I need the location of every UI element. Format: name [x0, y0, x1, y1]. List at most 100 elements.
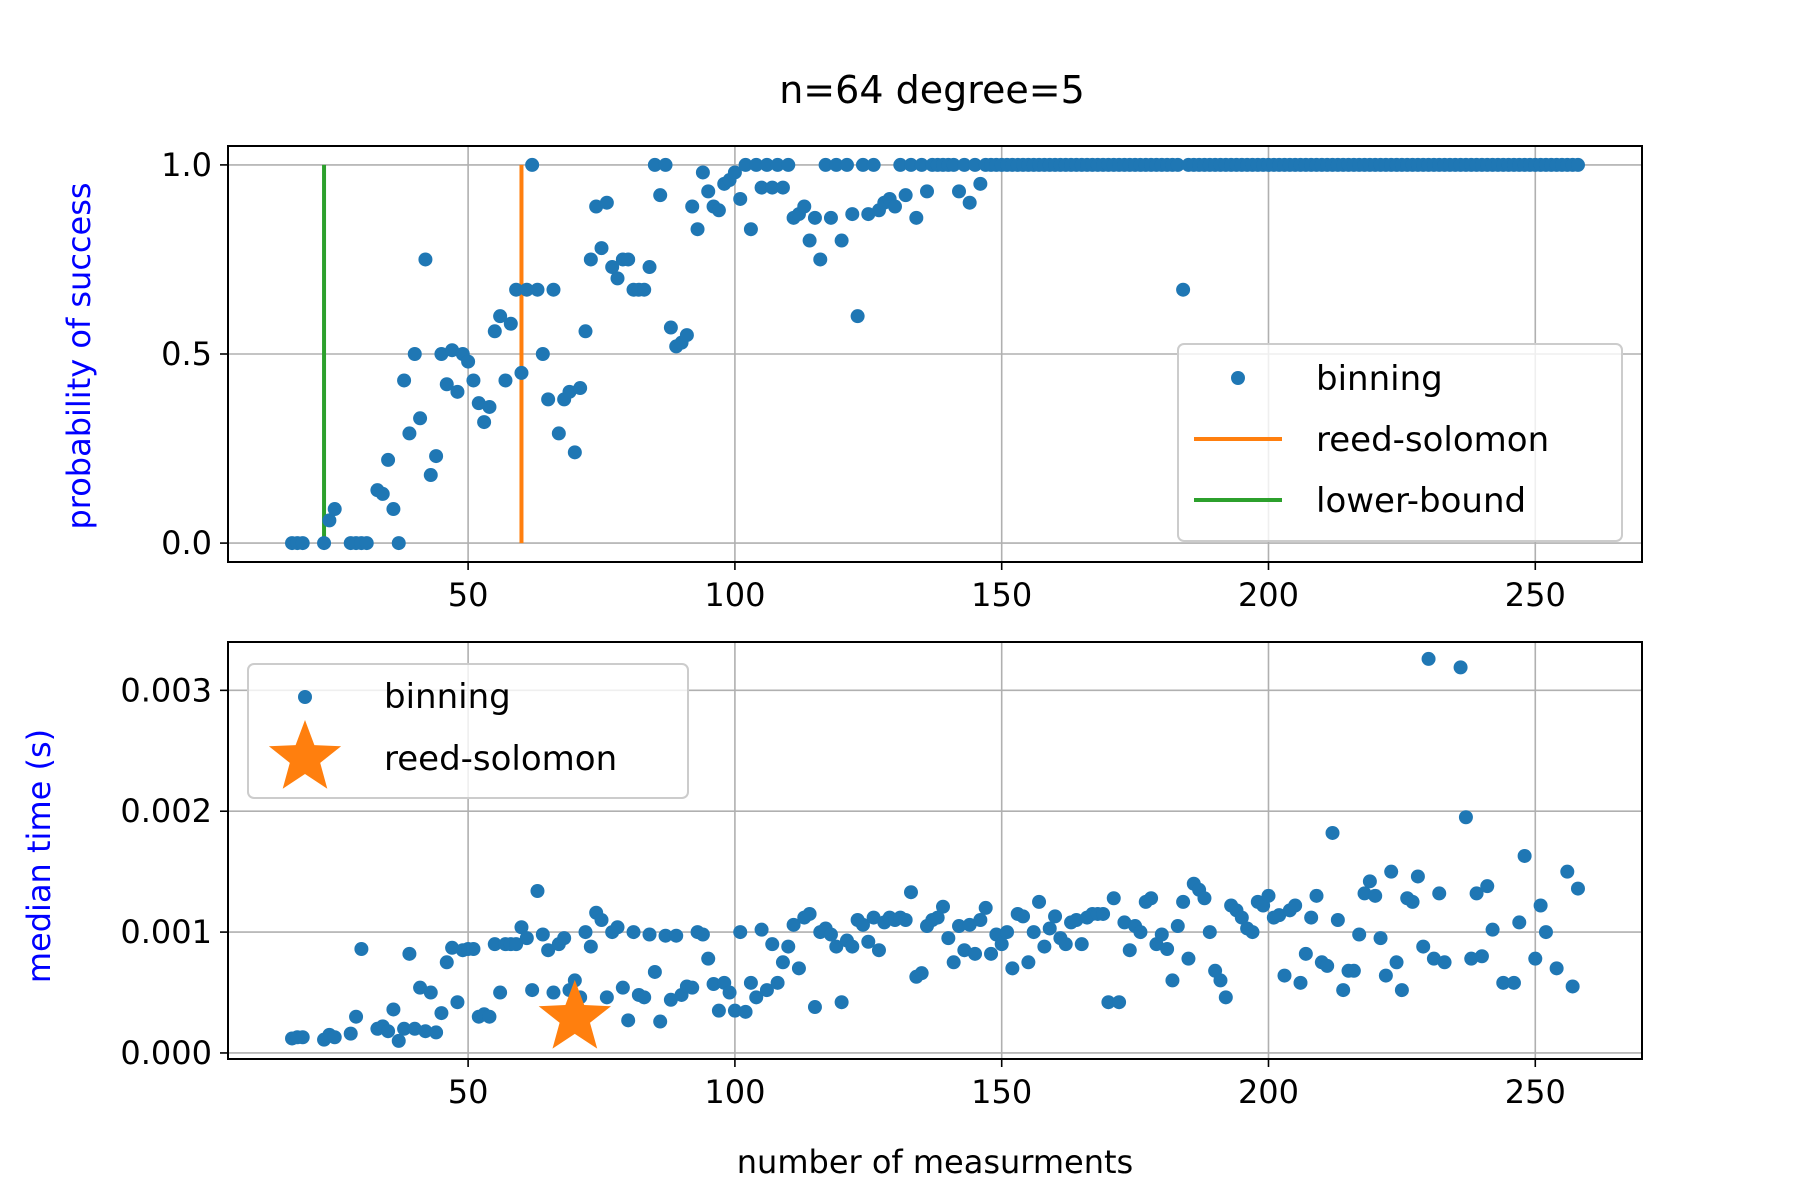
binning-point — [1032, 894, 1047, 909]
binning-point — [781, 939, 796, 954]
top-y-ticks: 0.0 0.5 1.0 — [161, 146, 228, 562]
binning-point — [322, 513, 337, 528]
binning-point — [1048, 909, 1063, 924]
binning-point — [807, 210, 822, 225]
bottom-subplot: median time (s) 50 100 150 200 250 0.0000.00… — [20, 641, 1643, 1181]
binning-point — [626, 925, 641, 940]
binning-point — [1469, 886, 1484, 901]
binning-point — [509, 937, 524, 952]
binning-point — [781, 157, 796, 172]
binning-point — [439, 955, 454, 970]
binning-point — [1533, 898, 1548, 913]
x-tick-label: 250 — [1505, 576, 1566, 614]
y-tick-label: 0.001 — [120, 913, 212, 951]
binning-point — [546, 985, 561, 1000]
binning-point — [418, 252, 433, 267]
binning-point — [1474, 949, 1489, 964]
binning-point — [589, 199, 604, 214]
binning-point — [637, 990, 652, 1005]
x-tick-label: 150 — [971, 576, 1032, 614]
binning-point — [679, 328, 694, 343]
binning-point — [653, 1014, 668, 1029]
binning-point — [317, 536, 332, 551]
binning-point — [791, 961, 806, 976]
binning-point — [482, 1009, 497, 1024]
binning-point — [1112, 995, 1127, 1010]
binning-point — [402, 946, 417, 961]
binning-point — [407, 1021, 422, 1036]
binning-point — [487, 937, 502, 952]
binning-point — [525, 157, 540, 172]
binning-point — [845, 939, 860, 954]
binning-point — [1405, 894, 1420, 909]
binning-point — [1421, 651, 1436, 666]
binning-point — [1170, 157, 1185, 172]
binning-point — [765, 937, 780, 952]
binning-point — [898, 188, 913, 203]
binning-point — [775, 955, 790, 970]
binning-point — [1538, 925, 1553, 940]
binning-point — [1117, 915, 1132, 930]
binning-point — [1261, 888, 1276, 903]
binning-point — [823, 927, 838, 942]
top-legend-box — [1177, 343, 1623, 542]
binning-point — [952, 184, 967, 199]
binning-point — [823, 210, 838, 225]
binning-point — [749, 157, 764, 172]
binning-point — [685, 980, 700, 995]
x-tick-label: 50 — [448, 1073, 489, 1111]
binning-point — [642, 927, 657, 942]
binning-point — [743, 975, 758, 990]
binning-point — [1426, 951, 1441, 966]
y-tick-label: 0.002 — [120, 792, 212, 830]
binning-point — [1181, 951, 1196, 966]
binning-point — [1160, 942, 1175, 957]
binning-point — [653, 188, 668, 203]
y-tick-label: 0.003 — [120, 671, 212, 709]
binning-point — [583, 252, 598, 267]
binning-point — [1496, 975, 1511, 990]
binning-point — [903, 885, 918, 900]
binning-point — [1432, 886, 1447, 901]
y-tick-label: 1.0 — [161, 146, 212, 184]
binning-point — [439, 377, 454, 392]
binning-point — [754, 180, 769, 195]
binning-point — [1037, 939, 1052, 954]
binning-point — [594, 241, 609, 256]
binning-point — [936, 899, 951, 914]
binning-point — [685, 199, 700, 214]
binning-point — [1458, 810, 1473, 825]
binning-point — [647, 157, 662, 172]
top-points — [285, 157, 1585, 551]
top-legend: binning reed-solomon lower-bound — [1177, 343, 1623, 542]
x-tick-label: 200 — [1238, 1073, 1299, 1111]
binning-point — [1245, 925, 1260, 940]
binning-point — [1069, 913, 1084, 927]
binning-point — [1352, 927, 1367, 942]
binning-point — [1570, 881, 1585, 896]
binning-point — [525, 983, 540, 998]
binning-point — [493, 309, 508, 324]
binning-point — [1480, 879, 1495, 894]
binning-point — [1416, 939, 1431, 954]
legend-binning-marker — [298, 690, 312, 704]
binning-point — [1346, 963, 1361, 978]
top-y-axis-label: probability of success — [60, 182, 98, 529]
binning-point — [487, 324, 502, 339]
binning-point — [866, 157, 881, 172]
binning-point — [1453, 660, 1468, 675]
binning-point — [1272, 908, 1287, 923]
binning-point — [514, 365, 529, 380]
binning-point — [1026, 925, 1041, 940]
binning-point — [850, 309, 865, 324]
binning-point — [743, 222, 758, 237]
binning-point — [1218, 990, 1233, 1005]
binning-point — [711, 203, 726, 218]
binning-point — [573, 381, 588, 396]
binning-point — [541, 392, 556, 407]
binning-point — [914, 966, 929, 981]
binning-point — [1154, 927, 1169, 942]
binning-point — [391, 1033, 406, 1048]
binning-point — [1058, 937, 1073, 952]
